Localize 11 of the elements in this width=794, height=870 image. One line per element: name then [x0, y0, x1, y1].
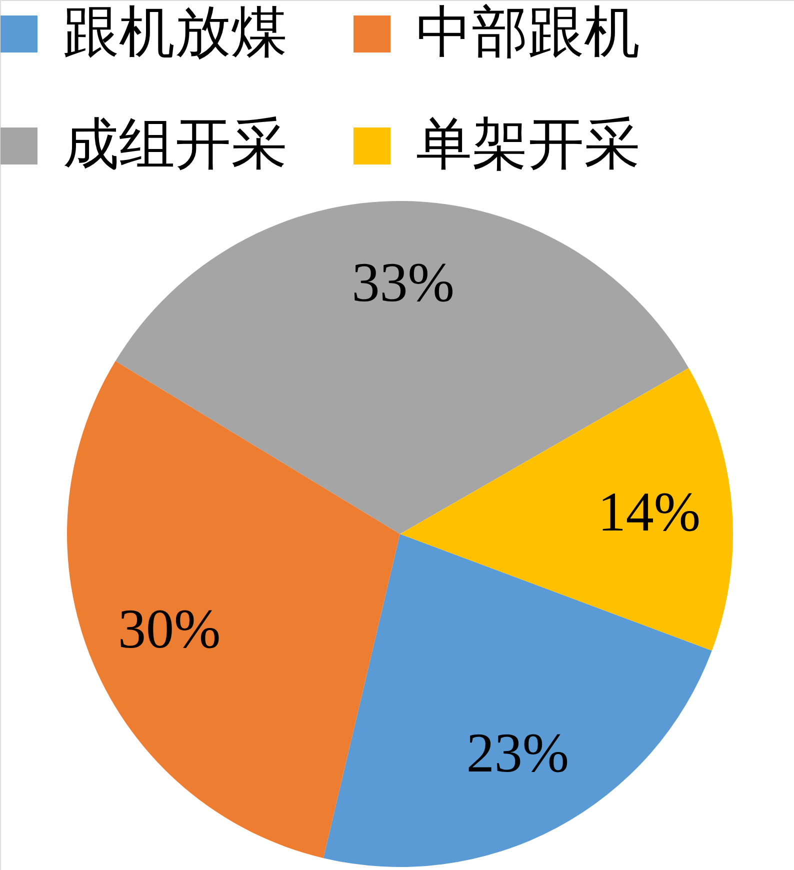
pie-slice: [400, 368, 733, 651]
legend-label: 中部跟机: [416, 2, 640, 64]
pie-slice: [323, 534, 712, 867]
legend-label: 跟机放煤: [63, 2, 287, 64]
pie-slice: [67, 361, 400, 858]
legend-label: 单架开采: [416, 114, 640, 176]
legend-label: 成组开采: [63, 114, 287, 176]
data-label: 23%: [466, 722, 570, 785]
data-label: 14%: [598, 482, 700, 544]
data-label: 33%: [352, 252, 454, 314]
data-label: 30%: [118, 598, 221, 660]
